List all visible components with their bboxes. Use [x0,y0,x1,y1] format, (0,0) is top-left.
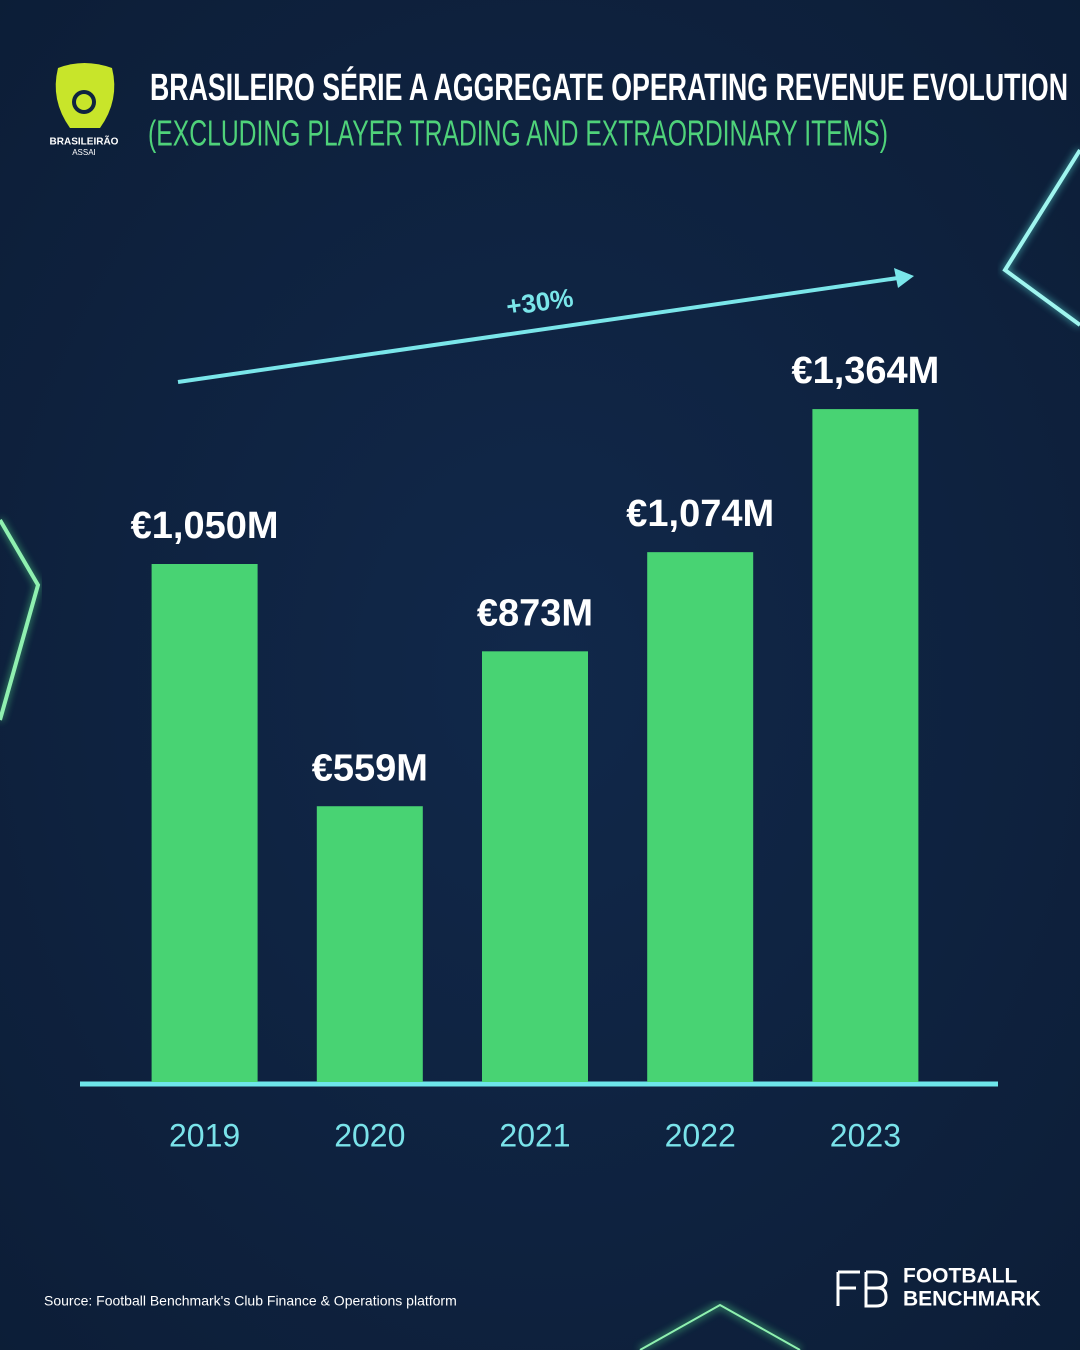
bar [812,409,919,1082]
value-label: €1,364M [791,350,939,392]
value-label: €1,050M [131,505,279,547]
value-label: €873M [477,592,593,634]
bar [647,552,754,1082]
x-tick-label: 2021 [499,1117,570,1153]
trend-line [177,276,899,384]
x-tick-label: 2023 [830,1117,901,1153]
chart-subtitle: (EXCLUDING PLAYER TRADING AND EXTRAORDIN… [148,113,888,154]
logo-name: BRASILEIRÃO [50,135,119,148]
logo-sponsor: ASSAI [72,148,96,157]
bar [482,651,588,1082]
x-tick-label: 2022 [665,1117,736,1153]
source: Source: Football Benchmark's Club Financ… [44,1293,457,1309]
brand-mark [836,1270,888,1308]
value-label: €559M [312,747,428,789]
brand-line1: FOOTBALL [903,1265,1017,1288]
logo: BRASILEIRÃO ASSAI [50,63,119,157]
decor-lines [0,148,1080,1350]
bar [316,806,423,1082]
x-tick-label: 2020 [334,1117,405,1153]
chart-title: BRASILEIRO SÉRIE A AGGREGATE OPERATING R… [150,65,1068,109]
trend-arrowhead [894,268,914,288]
value-label: €1,074M [626,493,774,535]
x-tick-label: 2019 [169,1117,240,1153]
logo-ball-inner [76,94,92,110]
brand-line2: BENCHMARK [903,1288,1041,1311]
brand: FOOTBALL BENCHMARK [836,1265,1041,1311]
bar [151,564,258,1082]
